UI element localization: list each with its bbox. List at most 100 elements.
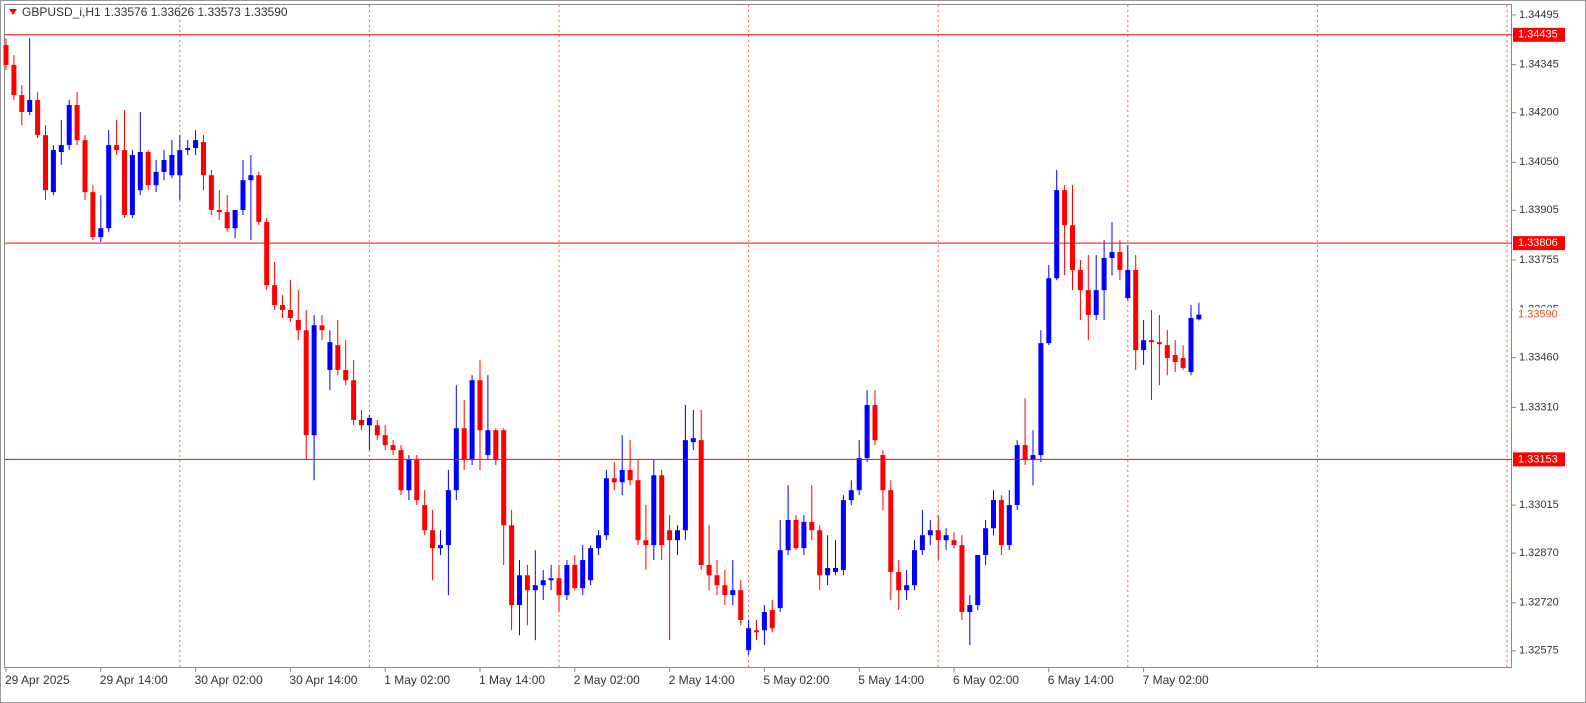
candle-body [177,150,183,176]
candle-body [1006,505,1012,546]
candle-body [1093,290,1099,315]
candle-body [445,490,451,546]
candle-body [1180,358,1186,368]
candle-body [651,475,657,546]
candle-body [825,567,831,576]
candle-body [588,548,594,581]
candle-body [382,435,388,446]
candle-body [596,535,601,549]
candle-body [1117,252,1123,270]
candle-body [943,535,949,541]
candle-body [161,159,167,172]
candle-body [659,475,665,546]
level-label: 1.34435 [1518,29,1558,41]
candle-body [3,45,9,65]
candle-body [572,565,578,589]
candle-body [1014,445,1020,506]
candle-body [232,209,238,229]
candle-body [1141,340,1147,351]
candle-body [1062,190,1068,226]
candle-body [675,530,680,541]
y-tick-label: 1.33310 [1519,401,1559,413]
candle-body [122,150,127,215]
x-tick-label: 7 May 02:00 [1143,673,1209,687]
candle-body [303,330,309,436]
candle-body [904,585,910,591]
candle-body [406,460,412,491]
candle-body [1070,225,1075,270]
candle-body [129,155,135,215]
x-tick-label: 6 May 14:00 [1048,673,1114,687]
candle-body [438,545,443,549]
menu-arrow[interactable] [9,9,17,15]
x-tick-label: 29 Apr 14:00 [100,673,168,687]
candle-body [714,575,720,586]
level-label: 1.33806 [1518,237,1558,249]
x-tick-label: 1 May 02:00 [384,673,450,687]
candle-body [98,228,104,238]
x-tick-label: 5 May 02:00 [763,673,829,687]
candle-body [809,521,815,531]
candle-body [667,530,673,541]
candle-body [1196,314,1202,320]
candle-body [477,380,483,431]
y-tick-label: 1.32575 [1519,645,1559,657]
candle-body [287,310,293,318]
candle-body [501,430,507,526]
candle-body [343,369,349,381]
candle-body [896,571,902,591]
candle-body [840,500,846,570]
candle-body [145,152,151,186]
candle-body [1164,345,1170,359]
candle-body [991,500,996,529]
candle-body [706,565,712,576]
x-tick-label: 6 May 02:00 [953,673,1019,687]
candle-body [240,180,246,210]
candle-body [193,140,199,149]
candle-body [351,380,357,420]
candle-body [335,345,341,370]
candle-body [872,405,878,441]
candle-body [11,64,17,96]
candle-body [888,490,894,572]
candle-body [864,405,870,459]
y-tick-label: 1.33905 [1519,204,1559,216]
y-tick-label: 1.34345 [1519,59,1559,71]
candle-body [540,580,546,586]
candle-body [1109,252,1115,259]
candle-body [912,550,917,586]
y-tick-label: 1.33755 [1519,254,1559,266]
candle-body [311,325,317,436]
candle-body [761,612,767,631]
candle-body [153,171,159,186]
x-tick-label: 30 Apr 14:00 [289,673,357,687]
candle-body [485,430,491,456]
candle-body [74,105,80,141]
candle-body [935,530,941,541]
candle-body [959,545,965,613]
candle-body [848,490,854,501]
y-tick-label: 1.33015 [1519,499,1559,511]
level-label-bg [1513,27,1565,42]
candle-body [603,478,609,536]
candle-body [1125,269,1131,299]
candle-body [374,425,380,436]
candle-body [264,221,270,286]
x-tick-label: 2 May 14:00 [669,673,735,687]
candle-body [90,192,96,238]
candle-body [295,319,301,331]
candle-body [256,175,262,222]
price-label-bg [1513,307,1565,322]
candle-body [619,469,625,483]
candle-body [919,535,925,551]
x-tick-label: 5 May 14:00 [858,673,924,687]
candle-body [1149,340,1154,343]
y-tick-label: 1.34200 [1519,107,1559,119]
candle-body [975,555,981,606]
y-tick-label: 1.32870 [1519,547,1559,559]
candle-body [1038,343,1044,456]
x-tick-label: 1 May 14:00 [479,673,545,687]
candle-body [1077,269,1083,291]
